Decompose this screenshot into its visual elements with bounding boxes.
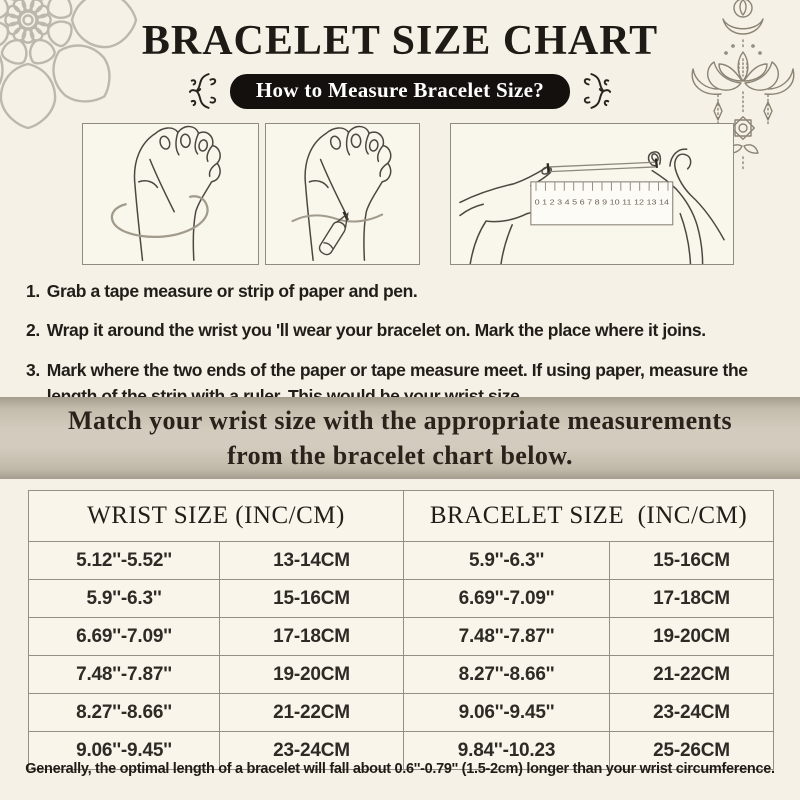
table-header-row: WRIST SIZE (INC/CM) BRACELET SIZE (INC/C…: [28, 490, 775, 542]
instruction-step: 1. Grab a tape measure or strip of paper…: [26, 278, 782, 304]
size-cell: 15-16CM: [219, 579, 404, 618]
step-number: 2.: [26, 320, 40, 341]
size-cell: 9.06''-9.45'': [28, 731, 220, 770]
table-row: 9.06''-9.45'' 23-24CM 9.84''-10.23 25-26CM: [28, 731, 775, 770]
table-row: 8.27''-8.66'' 21-22CM 9.06''-9.45'' 23-24CM: [28, 693, 775, 732]
size-cell: 5.9''-6.3'': [403, 541, 610, 580]
size-cell: 8.27''-8.66'': [403, 655, 610, 694]
size-table-body: 5.12''-5.52'' 13-14CM 5.9''-6.3'' 15-16CM 5.…: [28, 541, 775, 770]
size-cell: 25-26CM: [608, 731, 775, 770]
hand-tape-measure-icon: [110, 125, 221, 262]
size-cell: 7.48''-7.87'': [403, 617, 610, 656]
size-cell: 8.27''-8.66'': [28, 693, 220, 732]
size-cell: 17-18CM: [219, 617, 404, 656]
size-cell: 5.12''-5.52'': [28, 541, 220, 580]
flourish-right-icon: [583, 73, 612, 109]
ruler-numbers: 0 1 2 3 4 5 6 7 8 9 10 11 12 13 14: [535, 197, 669, 206]
size-cell: 6.69''-7.09'': [403, 579, 610, 618]
size-cell: 21-22CM: [608, 655, 775, 694]
size-cell: 21-22CM: [219, 693, 404, 732]
size-cell: 23-24CM: [608, 693, 775, 732]
step-number: 3.: [26, 359, 40, 380]
size-cell: 19-20CM: [219, 655, 404, 694]
size-cell: 9.84''-10.23: [403, 731, 610, 770]
hands-ruler-icon: 0 1 2 3 4 5 6 7 8 9 10 11 12 13 14: [459, 148, 725, 264]
step-number: 1.: [26, 281, 40, 301]
flourish-left-icon: [188, 73, 217, 109]
banner-line-1: Match your wrist size with the appropria…: [68, 406, 732, 435]
illustration-mark-pen: [265, 123, 420, 265]
size-cell: 15-16CM: [608, 541, 775, 580]
banner-line-2: from the bracelet chart below.: [227, 441, 573, 470]
step-text: Grab a tape measure or strip of paper an…: [46, 281, 418, 301]
size-cell: 19-20CM: [608, 617, 775, 656]
wrist-size-header: WRIST SIZE (INC/CM): [28, 490, 404, 542]
table-row: 5.12''-5.52'' 13-14CM 5.9''-6.3'' 15-16CM: [28, 541, 775, 580]
illustration-row: 0 1 2 3 4 5 6 7 8 9 10 11 12 13 14: [82, 123, 734, 265]
size-cell: 5.9''-6.3'': [28, 579, 220, 618]
instruction-step: 2. Wrap it around the wrist you 'll wear…: [26, 317, 782, 343]
illustration-measure-ruler: 0 1 2 3 4 5 6 7 8 9 10 11 12 13 14: [450, 123, 734, 265]
how-to-measure-badge: How to Measure Bracelet Size?: [229, 73, 571, 109]
size-cell: 9.06''-9.45'': [403, 693, 610, 732]
size-cell: 13-14CM: [219, 541, 404, 580]
footnote: Generally, the optimal length of a brace…: [25, 761, 775, 777]
hand-pen-mark-icon: [291, 125, 392, 262]
match-banner: Match your wrist size with the appropria…: [0, 397, 800, 479]
table-row: 5.9''-6.3'' 15-16CM 6.69''-7.09'' 17-18CM: [28, 579, 775, 618]
table-row: 6.69''-7.09'' 17-18CM 7.48''-7.87'' 19-20CM: [28, 617, 775, 656]
size-cell: 17-18CM: [608, 579, 775, 618]
size-table: WRIST SIZE (INC/CM) BRACELET SIZE (INC/C…: [28, 490, 775, 770]
size-cell: 6.69''-7.09'': [28, 617, 220, 656]
size-cell: 23-24CM: [219, 731, 404, 770]
step-text: Wrap it around the wrist you 'll wear yo…: [46, 320, 706, 341]
bracelet-size-header: BRACELET SIZE (INC/CM): [402, 490, 775, 542]
badge-row: How to Measure Bracelet Size?: [0, 72, 800, 110]
size-cell: 7.48''-7.87'': [28, 655, 220, 694]
page-title: BRACELET SIZE CHART: [141, 18, 659, 64]
table-row: 7.48''-7.87'' 19-20CM 8.27''-8.66'' 21-22CM: [28, 655, 775, 694]
illustration-wrap-tape: [82, 123, 259, 265]
